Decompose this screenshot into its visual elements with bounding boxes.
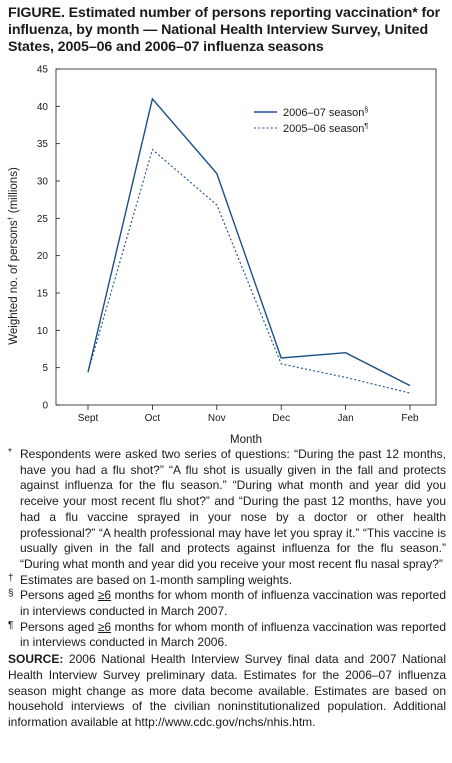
x-tick-label: Sept (78, 413, 99, 424)
source-text: 2006 National Health Interview Survey fi… (8, 652, 446, 729)
y-tick-label: 15 (37, 289, 49, 300)
footnote-text-post: months for whom month of influenza vacci… (20, 588, 446, 619)
y-tick-label: 30 (37, 177, 49, 188)
series-line-1 (87, 97, 411, 387)
x-tick-label: Dec (272, 413, 290, 424)
plot-frame (55, 68, 437, 406)
y-tick-label: 10 (37, 326, 49, 337)
chart-legend: 2006–07 season§ 2005–06 season¶ (254, 107, 368, 135)
series-lines (87, 97, 411, 394)
y-tick-label: 45 (37, 65, 49, 76)
y-tick-label: 35 (37, 139, 49, 150)
footnote-age: ≥6 (97, 588, 112, 603)
source-label: SOURCE: (8, 652, 64, 667)
y-axis-ticks: 0 5 10 15 20 25 30 35 40 45 (37, 65, 60, 412)
x-axis-label: Month (230, 434, 262, 445)
footnote-asterisk: * Respondents were asked two series of qu… (8, 447, 446, 573)
line-chart: 0 5 10 15 20 25 30 35 40 45 Sept Oct Nov Dec Jan Feb 2… (8, 65, 437, 445)
y-tick-label: 0 (42, 401, 48, 412)
footnote-mark: * (8, 447, 12, 458)
footnotes: * Respondents were asked two series of qu… (8, 447, 446, 731)
footnote-text-post: months for whom month of influenza vacci… (20, 619, 446, 650)
series-line-2 (87, 148, 411, 394)
y-tick-label: 20 (37, 251, 49, 262)
x-tick-label: Nov (208, 413, 226, 424)
footnote-age: ≥6 (97, 619, 112, 634)
footnote-text-pre: Persons aged (20, 588, 98, 603)
y-tick-label: 25 (37, 214, 49, 225)
footnote-mark: ¶ (8, 619, 14, 631)
x-tick-label: Jan (338, 413, 354, 424)
x-axis-ticks: Sept Oct Nov Dec Jan Feb (78, 405, 419, 424)
footnote-pilcrow: ¶ Persons aged ≥6 months for whom month o… (8, 620, 446, 651)
footnote-section: § Persons aged ≥6 months for whom month o… (8, 588, 446, 619)
y-axis-label: Weighted no. of persons† (millions) (8, 167, 20, 345)
footnote-dagger: † Estimates are based on 1-month sampling… (8, 573, 446, 589)
footnote-mark: † (8, 572, 14, 584)
legend-label-2: 2005–06 season¶ (283, 123, 368, 135)
chart-axes (55, 68, 437, 406)
footnote-mark: § (8, 588, 14, 600)
footnote-text: Estimates are based on 1-month sampling … (20, 572, 293, 587)
footnote-text: Respondents were asked two series of que… (20, 447, 446, 571)
figure-title: FIGURE. Estimated number of persons repo… (8, 5, 441, 55)
source-note: SOURCE: 2006 National Health Interview S… (8, 652, 446, 731)
y-tick-label: 40 (37, 102, 49, 113)
y-tick-label: 5 (42, 363, 48, 374)
legend-label-1: 2006–07 season§ (283, 107, 368, 119)
x-tick-label: Feb (401, 413, 419, 424)
footnote-text-pre: Persons aged (20, 619, 98, 634)
x-tick-label: Oct (145, 413, 161, 424)
